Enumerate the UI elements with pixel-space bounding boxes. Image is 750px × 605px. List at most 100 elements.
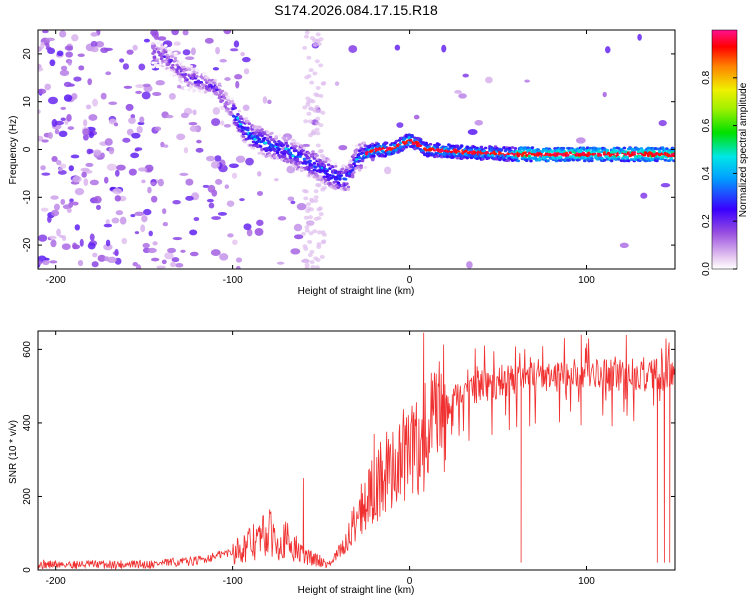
spectrogram-cell	[67, 126, 75, 130]
spectrogram-cell	[637, 33, 642, 41]
spectrogram-cell	[195, 147, 204, 153]
spectrogram-cell	[244, 116, 249, 120]
spectrogram-cell	[359, 166, 363, 170]
spectrogram-cell	[333, 162, 338, 165]
spectrogram-cell	[612, 146, 617, 150]
spectrogram-cell	[164, 252, 174, 260]
spectrogram-cell	[243, 68, 250, 75]
spectrogram-cell	[653, 156, 658, 160]
spectrogram-cell	[298, 155, 303, 158]
spectrogram-cell	[224, 184, 230, 189]
spectrogram-cell	[330, 165, 335, 169]
spectrogram-cell	[216, 80, 220, 84]
spectrogram-cell	[157, 36, 167, 41]
spectrogram-cell	[239, 198, 245, 202]
spectrogram-cell	[357, 149, 362, 153]
spectrogram-cell	[200, 68, 205, 71]
spectrogram-cell	[292, 139, 297, 143]
spectrogram-cell	[527, 151, 532, 155]
spectrogram-cell	[248, 132, 253, 136]
spectrogram-cell	[302, 105, 308, 110]
spectrogram-cell	[132, 44, 138, 51]
spectrogram-cell	[162, 63, 167, 66]
spectrogram-cell	[68, 165, 74, 172]
spectrogram-cell	[166, 63, 171, 66]
spectrogram-cell	[398, 141, 403, 145]
spectrogram-cell	[242, 104, 250, 111]
spectrogram-cell	[49, 59, 56, 67]
spectrogram-cell	[106, 256, 117, 264]
spectrogram-cell	[407, 133, 412, 137]
spectrogram-cell	[435, 155, 440, 158]
spectrogram-cell	[326, 163, 331, 167]
spectrogram-cell	[172, 67, 177, 71]
spectrogram-cell	[312, 157, 317, 160]
spectrogram-cell	[353, 151, 358, 155]
spectrogram-cell	[172, 200, 181, 205]
spectrogram-cell	[155, 58, 160, 62]
spectrogram-cell	[590, 155, 594, 158]
spectrogram-cell	[310, 264, 316, 269]
spectrogram-cell	[527, 154, 532, 158]
spectrogram-cell	[38, 260, 43, 265]
spectrogram-cell	[309, 166, 314, 169]
spectrogram-cell	[306, 156, 311, 160]
snr-xlabel: Height of straight line (km)	[298, 585, 415, 596]
spectrogram-cell	[394, 139, 399, 143]
spectrogram-cell	[523, 151, 528, 155]
spectrogram-cell	[50, 209, 60, 217]
spectrogram-cell	[248, 143, 253, 147]
spectrogram-cell	[303, 215, 309, 220]
spectrogram-cell	[95, 204, 101, 210]
spectrogram-cell	[322, 164, 327, 167]
spectrogram-cell	[357, 168, 362, 172]
spectrogram-cell	[313, 189, 319, 194]
spectrogram-cell	[333, 187, 338, 191]
spectrogram-cell	[51, 155, 58, 163]
spectrogram-cell	[130, 152, 140, 159]
spectrogram-cell	[90, 46, 99, 53]
spectrogram-cell	[293, 223, 303, 232]
spectrogram-cell	[241, 131, 246, 135]
spectrogram-cell	[197, 67, 202, 71]
spectrogram-cell	[182, 63, 186, 66]
spectrogram-cell	[251, 146, 256, 150]
spectrogram-cell	[238, 115, 243, 119]
spectrogram-cell	[165, 56, 169, 59]
spectrogram-cell	[333, 171, 338, 175]
spectrogram-cell	[616, 155, 621, 159]
spectrogram-cell	[162, 208, 167, 215]
spectrogram-cell	[544, 147, 549, 150]
snr-ticks: -200 -100 0 100 0 200 400 600	[22, 331, 675, 587]
spectrogram-cell	[546, 159, 550, 163]
spectrogram-cell	[53, 203, 60, 211]
spectrogram-cell	[345, 174, 349, 177]
spectrogram-cell	[60, 117, 66, 122]
spectrogram-cell	[89, 233, 95, 242]
spectrogram-cell	[616, 146, 621, 150]
spectrogram-cell	[332, 180, 337, 184]
spectrogram-cell	[277, 216, 287, 221]
spectrogram-cell	[212, 107, 221, 115]
spectrogram-cell	[370, 146, 375, 150]
spectrogram-cell	[376, 142, 380, 146]
spectrogram-cell	[413, 114, 420, 120]
spectrogram-cell	[185, 78, 189, 82]
spectrogram-cell	[655, 159, 659, 163]
spectrogram-ytick-label: -20	[22, 237, 33, 252]
spectrogram-cell	[200, 90, 205, 94]
snr-ytick-label: 0	[22, 567, 33, 573]
spectrogram-cell	[445, 155, 450, 159]
spectrogram-cell	[209, 83, 213, 87]
spectrogram-cell	[179, 75, 184, 79]
spectrogram-cell	[217, 211, 228, 216]
spectrogram-cell	[311, 150, 315, 154]
spectrogram-cell	[609, 159, 614, 163]
spectrogram-cell	[629, 158, 634, 161]
spectrogram-cell	[667, 151, 672, 154]
spectrogram-cell	[217, 85, 222, 89]
spectrogram-cell	[171, 63, 175, 67]
spectrogram-cell	[223, 30, 232, 35]
spectrogram-cell	[309, 36, 315, 41]
spectrogram-cell	[143, 38, 150, 43]
